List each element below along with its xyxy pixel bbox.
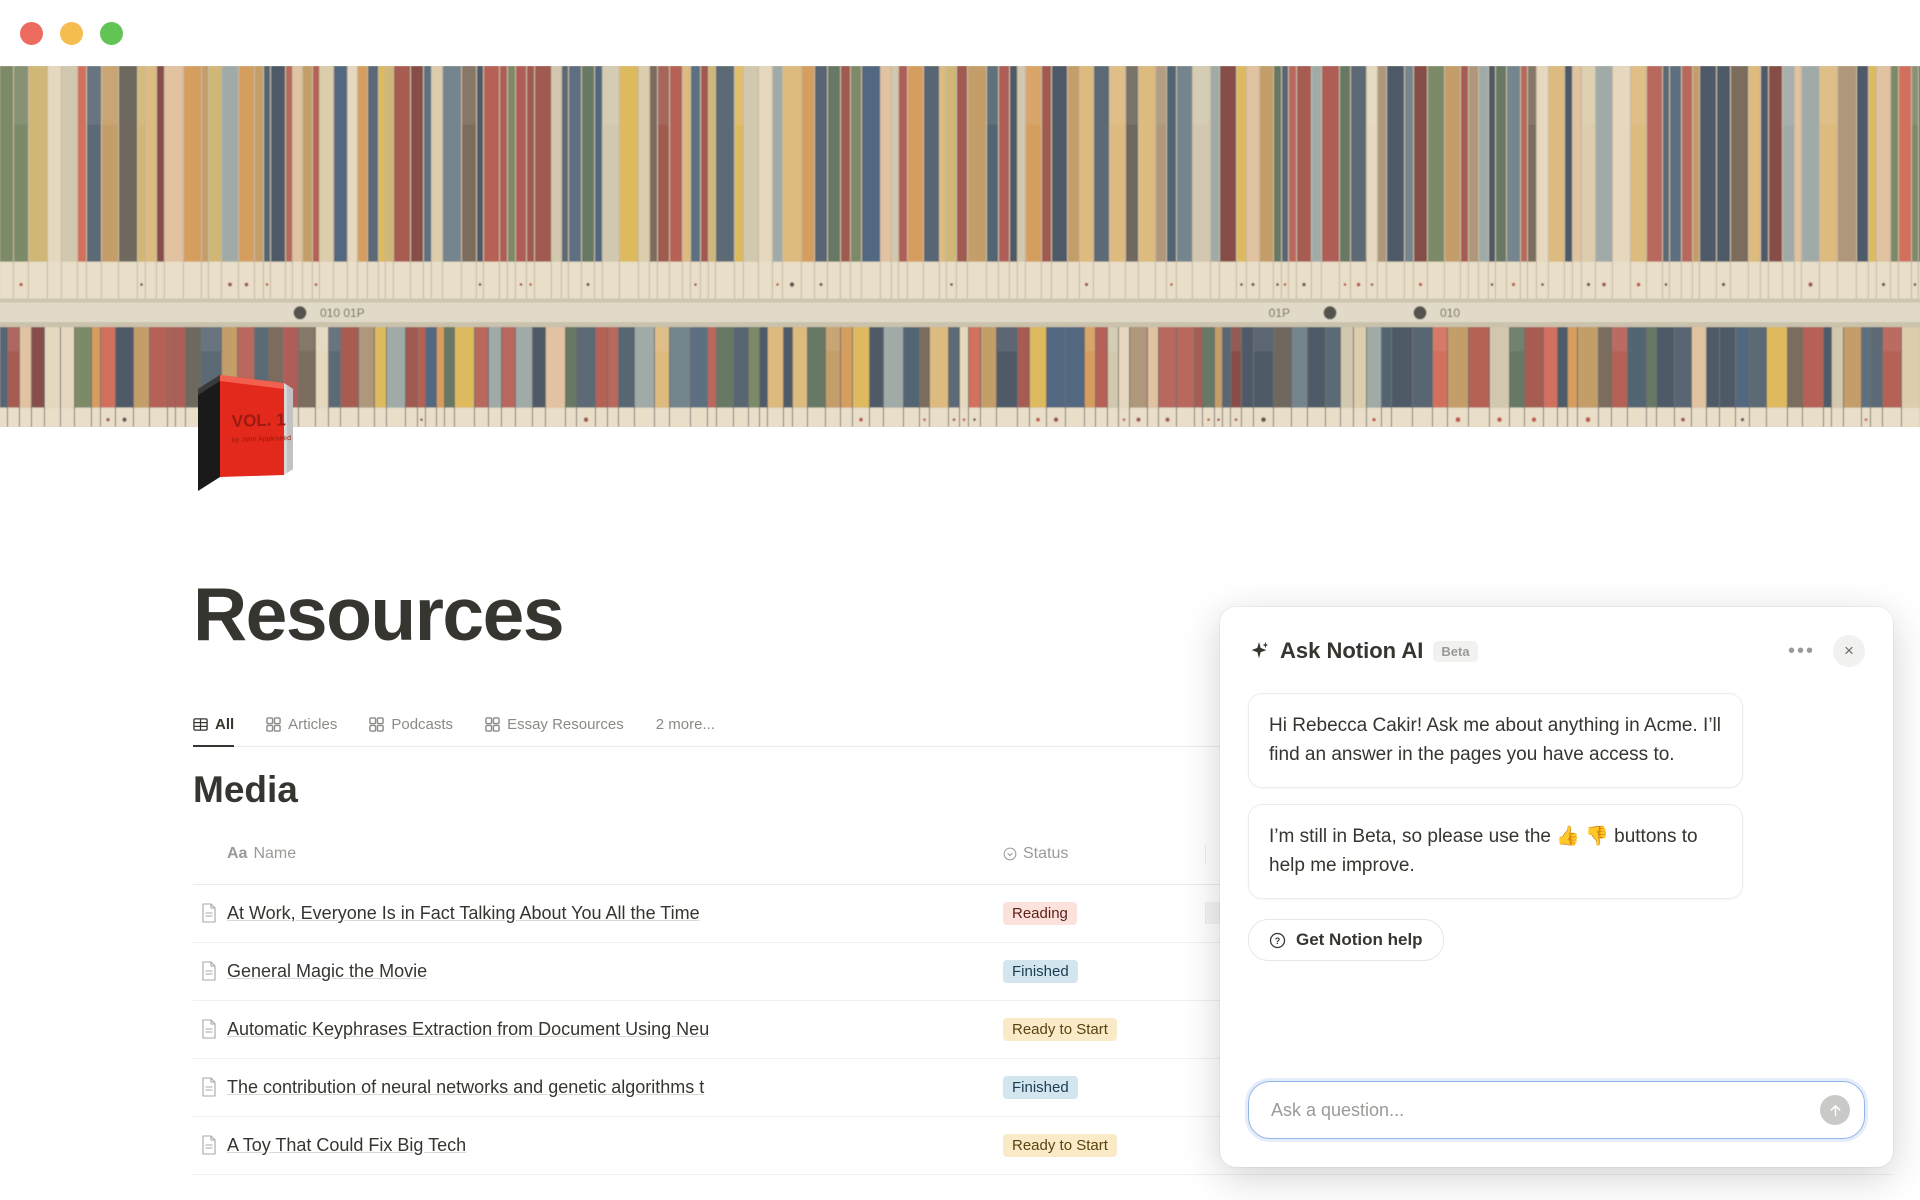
svg-text:?: ? bbox=[1275, 936, 1281, 946]
svg-text:VOL. 1: VOL. 1 bbox=[231, 410, 285, 431]
